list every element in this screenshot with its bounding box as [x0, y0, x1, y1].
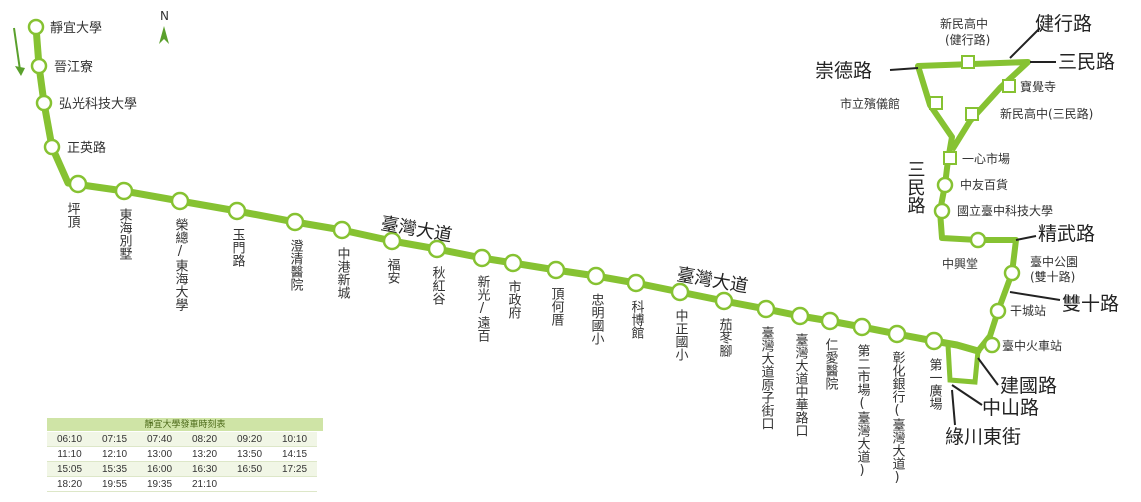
stop-label-zhongxingtang: 中興堂 [942, 256, 978, 271]
timetable-cell: 08:20 [182, 432, 227, 447]
stop-label-s1: 靜宜大學 [50, 21, 102, 36]
road-label-shuangshi: 雙十路 [1062, 293, 1119, 315]
north-arrow-icon [159, 26, 169, 44]
timetable-cell: 07:40 [137, 432, 182, 447]
stop-label-taichung-park-sub: (雙十路) [1030, 269, 1075, 284]
stop-label-xinmin-top-sub: (健行路) [945, 32, 990, 47]
stop-label-s12: 秋紅谷 [430, 266, 446, 305]
timetable-cell: 11:10 [47, 446, 92, 462]
direction-arrow-icon [13, 27, 21, 71]
timetable-row: 18:20 19:55 19:35 21:10 [47, 476, 317, 492]
timetable-cell: 19:35 [137, 476, 182, 492]
timetable-cell: 19:55 [92, 476, 137, 492]
stop-label-s16: 忠明國小 [589, 293, 605, 346]
stop-label-s13: 新光/遠百 [475, 274, 491, 342]
road-label-jianguo: 建國路 [1000, 375, 1057, 397]
route-line-loop [945, 344, 981, 385]
stop-label-s22: 仁愛醫院 [823, 338, 839, 390]
square-stop-markers [929, 55, 1016, 165]
road-label-sanmin-top: 三民路 [1058, 51, 1115, 73]
timetable-header: 靜宜大學發車時刻表 [47, 418, 323, 431]
stop-label-s15: 頂何厝 [549, 287, 565, 326]
stop-label-s24: 彰化銀行(臺灣大道) [890, 350, 906, 485]
stop-label-s7: 榮總/東海大學 [173, 218, 189, 311]
stop-label-sanmin-school: 新民高中(三民路) [1000, 106, 1093, 121]
stop-label-zhongyou: 中友百貨 [960, 177, 1008, 192]
stop-label-s6: 東海別墅 [117, 207, 133, 260]
timetable-row: 11:10 12:10 13:00 13:20 13:50 14:15 [47, 446, 317, 462]
stop-label-s19: 茄苳腳 [717, 318, 733, 357]
timetable-cell: 16:00 [137, 461, 182, 477]
road-label-zhongshan: 中山路 [982, 397, 1039, 419]
stop-label-funeral: 市立殯儀館 [840, 96, 900, 111]
timetable-row: 15:05 15:35 16:00 16:30 16:50 17:25 [47, 461, 317, 477]
timetable-cell: 21:10 [182, 476, 227, 492]
road-label-jianxing: 健行路 [1035, 13, 1092, 35]
stop-label-ntut: 國立臺中科技大學 [957, 203, 1053, 218]
stop-label-s5: 坪頂 [65, 202, 81, 228]
timetable: 06:10 07:15 07:40 08:20 09:20 10:10 11:10 12:10… [47, 432, 317, 492]
timetable-cell: 17:25 [272, 461, 317, 477]
stop-label-gancheng: 干城站 [1010, 304, 1046, 318]
timetable-cell: 13:50 [227, 446, 272, 462]
stop-label-s18: 中正國小 [673, 309, 689, 362]
road-label-chongde: 崇德路 [815, 60, 872, 82]
stop-label-xinmin-top: 新民高中 [940, 16, 988, 31]
stop-label-taichung-park: 臺中公園 [1030, 254, 1078, 269]
road-label-sanmin-vertical: 三民路 [905, 160, 926, 214]
stop-markers [27, 18, 1021, 354]
timetable-cell: 14:15 [272, 446, 317, 462]
timetable-cell: 13:20 [182, 446, 227, 462]
timetable-cell: 09:20 [227, 432, 272, 447]
stop-label-s3: 弘光科技大學 [59, 97, 137, 112]
timetable-cell: 13:00 [137, 446, 182, 462]
north-label: N [160, 9, 169, 23]
stop-label-s8: 玉門路 [230, 228, 246, 267]
stop-label-s25: 第一廣場 [927, 358, 943, 410]
stop-label-yixin: 一心市場 [962, 151, 1010, 166]
timetable-cell: 07:15 [92, 432, 137, 447]
stop-label-s14: 市政府 [506, 279, 522, 320]
stop-label-taichung-station: 臺中火車站 [1002, 338, 1062, 353]
timetable-cell [227, 476, 272, 492]
timetable-cell: 15:05 [47, 461, 92, 477]
stop-label-s10: 中港新城 [335, 247, 351, 300]
timetable-cell [272, 476, 317, 492]
stop-label-s11: 福安 [385, 258, 401, 284]
direction-arrowhead-icon [15, 66, 25, 76]
road-label-jingwu: 精武路 [1038, 223, 1095, 245]
timetable-cell: 16:30 [182, 461, 227, 477]
road-label-lvchuan: 綠川東街 [945, 426, 1021, 448]
stop-label-baojue: 寶覺寺 [1020, 79, 1056, 94]
timetable-cell: 06:10 [47, 432, 92, 447]
timetable-cell: 16:50 [227, 461, 272, 477]
timetable-cell: 15:35 [92, 461, 137, 477]
stop-label-s21: 臺灣大道中華路口 [793, 333, 809, 437]
stop-label-s2: 晉江寮 [54, 59, 93, 75]
stop-label-s20: 臺灣大道原子街口 [759, 326, 775, 430]
pointer-arrows [889, 27, 1061, 426]
stop-label-s9: 澄清醫院 [288, 239, 304, 291]
stop-label-s23: 第二市場(臺灣大道) [855, 344, 871, 478]
timetable-cell: 18:20 [47, 476, 92, 492]
timetable-cell: 10:10 [272, 432, 317, 447]
stop-label-s17: 科博館 [629, 300, 645, 339]
stop-label-s4: 正英路 [67, 140, 106, 156]
timetable-title: 靜宜大學發車時刻表 [144, 419, 226, 429]
timetable-cell: 12:10 [92, 446, 137, 462]
timetable-row: 06:10 07:15 07:40 08:20 09:20 10:10 [47, 432, 317, 447]
